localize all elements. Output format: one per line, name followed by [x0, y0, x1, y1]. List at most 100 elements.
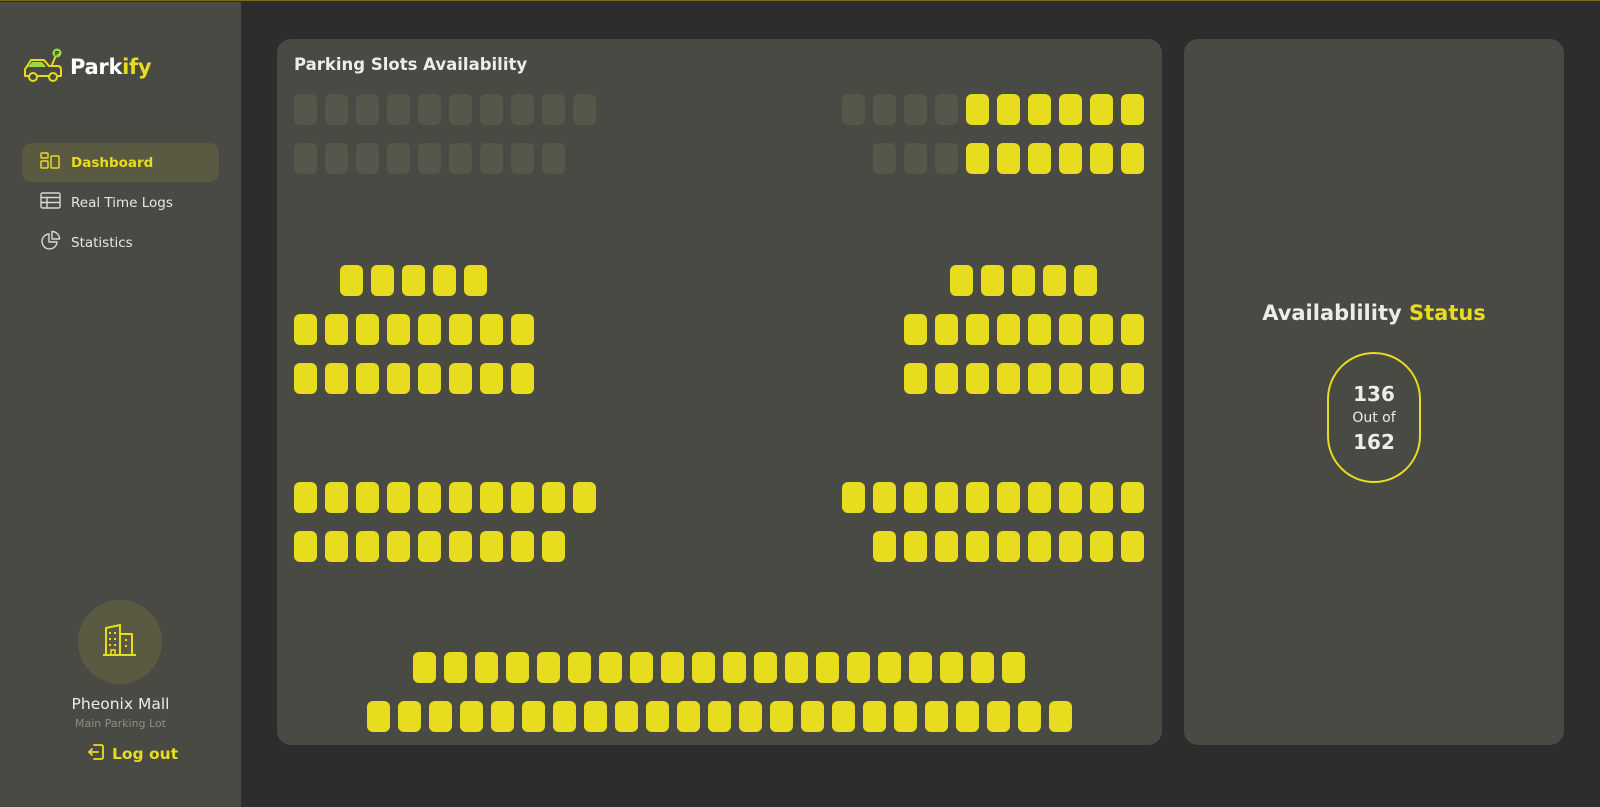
- parking-slot-occupied[interactable]: [449, 143, 472, 174]
- parking-slot-available[interactable]: [325, 482, 348, 513]
- parking-slot-available[interactable]: [480, 314, 503, 345]
- parking-slot-available[interactable]: [1121, 363, 1144, 394]
- parking-slot-available[interactable]: [418, 314, 441, 345]
- parking-slot-available[interactable]: [1121, 314, 1144, 345]
- parking-slot-available[interactable]: [449, 314, 472, 345]
- parking-slot-available[interactable]: [630, 652, 653, 683]
- parking-slot-occupied[interactable]: [418, 94, 441, 125]
- parking-slot-available[interactable]: [599, 652, 622, 683]
- parking-slot-available[interactable]: [537, 652, 560, 683]
- parking-slot-available[interactable]: [418, 363, 441, 394]
- parking-slot-available[interactable]: [480, 531, 503, 562]
- parking-slot-available[interactable]: [1028, 482, 1051, 513]
- parking-slot-available[interactable]: [1059, 143, 1082, 174]
- parking-slot-available[interactable]: [387, 482, 410, 513]
- parking-slot-available[interactable]: [1012, 265, 1035, 296]
- parking-slot-available[interactable]: [522, 701, 545, 732]
- parking-slot-available[interactable]: [878, 652, 901, 683]
- parking-slot-available[interactable]: [1002, 652, 1025, 683]
- parking-slot-occupied[interactable]: [542, 94, 565, 125]
- parking-slot-occupied[interactable]: [904, 94, 927, 125]
- parking-slot-occupied[interactable]: [356, 143, 379, 174]
- parking-slot-available[interactable]: [325, 531, 348, 562]
- parking-slot-available[interactable]: [506, 652, 529, 683]
- parking-slot-available[interactable]: [1059, 94, 1082, 125]
- parking-slot-occupied[interactable]: [294, 143, 317, 174]
- parking-slot-available[interactable]: [966, 482, 989, 513]
- parking-slot-available[interactable]: [873, 531, 896, 562]
- parking-slot-available[interactable]: [863, 701, 886, 732]
- parking-slot-available[interactable]: [568, 652, 591, 683]
- parking-slot-occupied[interactable]: [325, 143, 348, 174]
- parking-slot-occupied[interactable]: [842, 94, 865, 125]
- parking-slot-available[interactable]: [754, 652, 777, 683]
- parking-slot-available[interactable]: [294, 482, 317, 513]
- parking-slot-available[interactable]: [511, 482, 534, 513]
- parking-slot-available[interactable]: [816, 652, 839, 683]
- parking-slot-available[interactable]: [1059, 363, 1082, 394]
- parking-slot-available[interactable]: [325, 363, 348, 394]
- sidebar-item-real-time-logs[interactable]: Real Time Logs: [22, 183, 219, 222]
- parking-slot-available[interactable]: [1121, 143, 1144, 174]
- parking-slot-occupied[interactable]: [387, 143, 410, 174]
- parking-slot-occupied[interactable]: [480, 143, 503, 174]
- parking-slot-available[interactable]: [356, 363, 379, 394]
- parking-slot-occupied[interactable]: [387, 94, 410, 125]
- parking-slot-occupied[interactable]: [873, 143, 896, 174]
- app-logo[interactable]: P Parkify: [22, 46, 152, 88]
- parking-slot-available[interactable]: [480, 482, 503, 513]
- parking-slot-available[interactable]: [387, 531, 410, 562]
- parking-slot-available[interactable]: [340, 265, 363, 296]
- parking-slot-available[interactable]: [433, 265, 456, 296]
- parking-slot-available[interactable]: [873, 482, 896, 513]
- parking-slot-available[interactable]: [356, 482, 379, 513]
- parking-slot-available[interactable]: [325, 314, 348, 345]
- parking-slot-occupied[interactable]: [325, 94, 348, 125]
- parking-slot-available[interactable]: [418, 482, 441, 513]
- parking-slot-available[interactable]: [842, 482, 865, 513]
- parking-slot-occupied[interactable]: [904, 143, 927, 174]
- parking-slot-occupied[interactable]: [573, 94, 596, 125]
- parking-slot-available[interactable]: [480, 363, 503, 394]
- parking-slot-available[interactable]: [413, 652, 436, 683]
- parking-slot-available[interactable]: [542, 482, 565, 513]
- parking-slot-available[interactable]: [987, 701, 1010, 732]
- parking-slot-available[interactable]: [1090, 482, 1113, 513]
- parking-slot-available[interactable]: [904, 363, 927, 394]
- parking-slot-available[interactable]: [904, 314, 927, 345]
- parking-slot-available[interactable]: [925, 701, 948, 732]
- parking-slot-occupied[interactable]: [356, 94, 379, 125]
- parking-slot-available[interactable]: [1090, 143, 1113, 174]
- parking-slot-available[interactable]: [935, 314, 958, 345]
- parking-slot-available[interactable]: [723, 652, 746, 683]
- parking-slot-available[interactable]: [553, 701, 576, 732]
- parking-slot-available[interactable]: [801, 701, 824, 732]
- parking-slot-available[interactable]: [1090, 363, 1113, 394]
- parking-slot-available[interactable]: [429, 701, 452, 732]
- parking-slot-available[interactable]: [935, 531, 958, 562]
- parking-slot-available[interactable]: [402, 265, 425, 296]
- parking-slot-available[interactable]: [785, 652, 808, 683]
- parking-slot-available[interactable]: [356, 314, 379, 345]
- parking-slot-available[interactable]: [904, 482, 927, 513]
- parking-slot-available[interactable]: [511, 363, 534, 394]
- parking-slot-available[interactable]: [935, 363, 958, 394]
- parking-slot-available[interactable]: [832, 701, 855, 732]
- parking-slot-available[interactable]: [1043, 265, 1066, 296]
- parking-slot-available[interactable]: [475, 652, 498, 683]
- parking-slot-available[interactable]: [1028, 143, 1051, 174]
- parking-slot-available[interactable]: [449, 531, 472, 562]
- parking-slot-available[interactable]: [449, 363, 472, 394]
- parking-slot-available[interactable]: [542, 531, 565, 562]
- parking-slot-occupied[interactable]: [480, 94, 503, 125]
- parking-slot-available[interactable]: [294, 531, 317, 562]
- parking-slot-occupied[interactable]: [542, 143, 565, 174]
- parking-slot-available[interactable]: [909, 652, 932, 683]
- parking-slot-available[interactable]: [294, 314, 317, 345]
- parking-slot-available[interactable]: [1028, 531, 1051, 562]
- parking-slot-available[interactable]: [950, 265, 973, 296]
- parking-slot-occupied[interactable]: [511, 143, 534, 174]
- parking-slot-available[interactable]: [966, 531, 989, 562]
- parking-slot-available[interactable]: [966, 143, 989, 174]
- parking-slot-available[interactable]: [997, 314, 1020, 345]
